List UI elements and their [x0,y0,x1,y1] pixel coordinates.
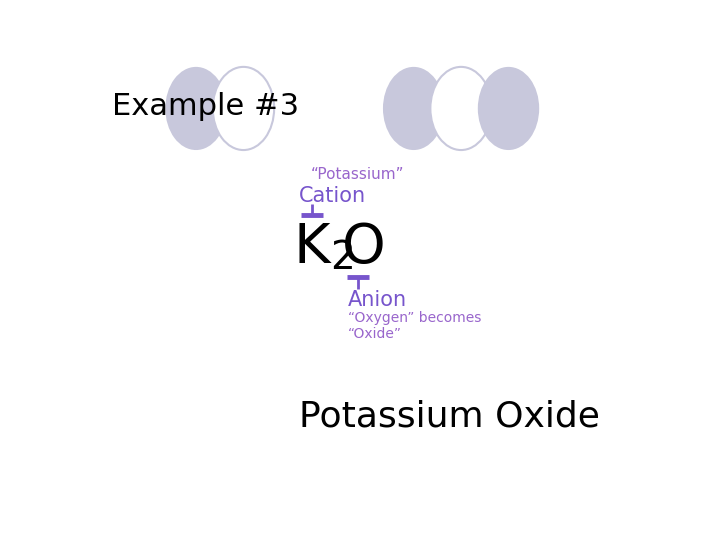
Ellipse shape [383,67,444,150]
Ellipse shape [478,67,539,150]
Text: “Potassium”: “Potassium” [310,167,404,183]
Text: “Oxygen” becomes: “Oxygen” becomes [348,312,481,326]
Text: 2: 2 [330,239,355,277]
Ellipse shape [213,67,274,150]
Text: Anion: Anion [348,290,407,310]
Text: Cation: Cation [300,186,366,206]
Text: K: K [294,221,330,275]
Text: “Oxide”: “Oxide” [348,327,402,341]
Text: O: O [342,221,386,275]
Ellipse shape [166,67,227,150]
Text: Potassium Oxide: Potassium Oxide [300,399,600,433]
Text: Example #3: Example #3 [112,92,300,121]
Ellipse shape [431,67,492,150]
